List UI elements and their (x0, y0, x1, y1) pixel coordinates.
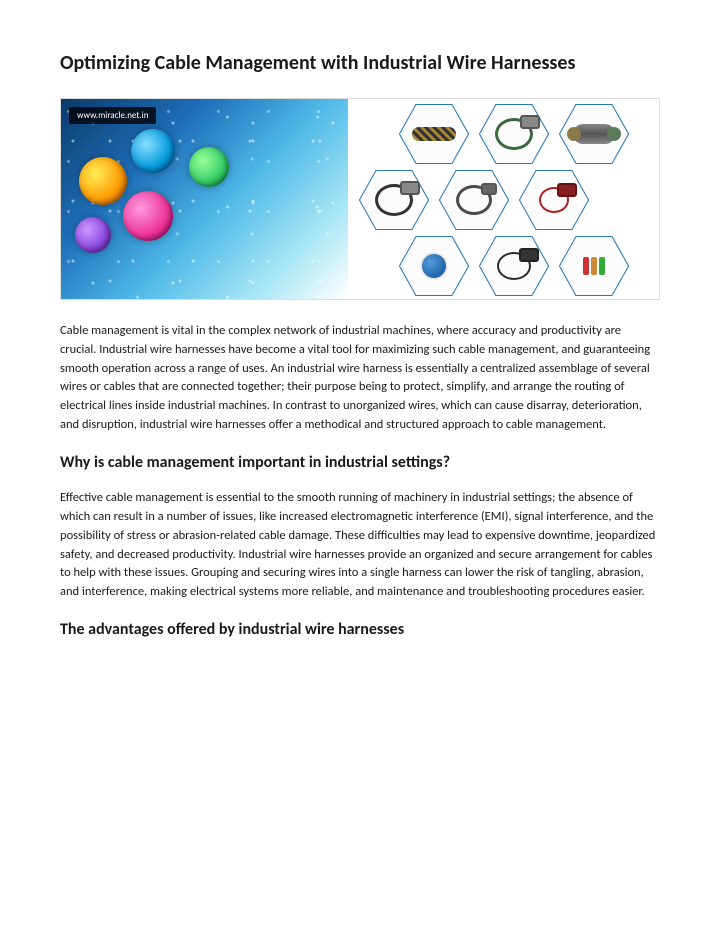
intro-paragraph: Cable management is vital in the complex… (60, 322, 660, 435)
page-title: Optimizing Cable Management with Industr… (60, 50, 660, 76)
hex-cell-wire-harness (398, 235, 470, 297)
section2-heading: The advantages offered by industrial wir… (60, 620, 660, 641)
section1-paragraph: Effective cable management is essential … (60, 489, 660, 602)
hex-cell-wire-harness (478, 235, 550, 297)
fiber-optic-purple (75, 217, 111, 253)
hex-cell-wire-harness (478, 103, 550, 165)
hero-image: www.miracle.net.in (60, 98, 660, 300)
hex-cell-wire-harness (438, 169, 510, 231)
hero-right-hex-grid (348, 99, 659, 299)
watermark-label: www.miracle.net.in (69, 107, 156, 124)
hex-cell-wire-harness (558, 103, 630, 165)
hex-cell-wire-harness (358, 169, 430, 231)
fiber-optic-pink (123, 191, 173, 241)
hero-left-fiber-optic: www.miracle.net.in (61, 99, 348, 299)
hex-cell-wire-harness (558, 235, 630, 297)
fiber-optic-orange (79, 157, 127, 205)
hex-cell-wire-harness (518, 169, 590, 231)
fiber-optic-green (189, 147, 229, 187)
hex-cell-wire-harness (398, 103, 470, 165)
section1-heading: Why is cable management important in ind… (60, 453, 660, 474)
fiber-optic-blue (131, 129, 175, 173)
